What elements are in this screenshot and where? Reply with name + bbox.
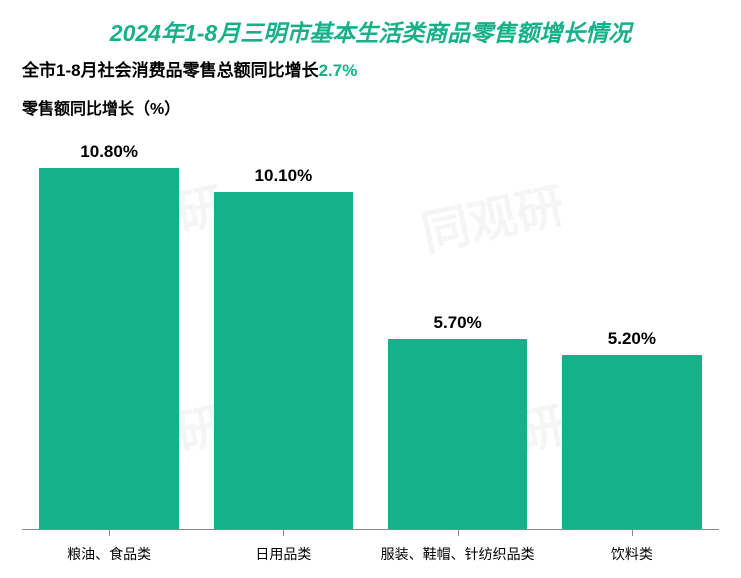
bar-rect (388, 339, 527, 529)
x-axis-category-label: 粮油、食品类 (67, 546, 151, 562)
bar-rect (39, 168, 178, 529)
x-axis-category: 粮油、食品类 (22, 530, 196, 578)
x-axis-category-label: 日用品类 (255, 546, 311, 562)
bar-slot: 5.20% (545, 128, 719, 529)
chart-title: 2024年1-8月三明市基本生活类商品零售额增长情况 (0, 0, 741, 54)
subtitle-value: 2.7% (319, 61, 358, 80)
x-axis-category-label: 饮料类 (611, 546, 653, 562)
y-axis-label: 零售额同比增长（%） (0, 81, 741, 119)
bar-slot: 10.80% (22, 128, 196, 529)
bar-value-label: 10.10% (255, 166, 313, 186)
x-axis: 粮油、食品类 日用品类 服装、鞋帽、针纺织品类 饮料类 (22, 530, 719, 578)
bars-container: 10.80% 10.10% 5.70% 5.20% (22, 128, 719, 529)
bar-value-label: 5.70% (434, 313, 482, 333)
bar-slot: 5.70% (371, 128, 545, 529)
subtitle-prefix: 全市1-8月社会消费品零售总额同比增长 (22, 61, 319, 80)
bar-value-label: 5.20% (608, 329, 656, 349)
ylabel-text: 零售额同比增长（%） (22, 101, 180, 118)
bar-slot: 10.10% (196, 128, 370, 529)
x-axis-category: 饮料类 (545, 530, 719, 578)
x-axis-category: 服装、鞋帽、针纺织品类 (371, 530, 545, 578)
x-axis-category-label: 服装、鞋帽、针纺织品类 (381, 546, 535, 562)
plot-area: 10.80% 10.10% 5.70% 5.20% (22, 128, 719, 530)
chart-subtitle: 全市1-8月社会消费品零售总额同比增长2.7% (0, 54, 741, 81)
bar-value-label: 10.80% (80, 142, 138, 162)
bar-rect (214, 192, 353, 530)
x-axis-category: 日用品类 (196, 530, 370, 578)
bar-rect (562, 355, 701, 529)
chart-title-text: 2024年1-8月三明市基本生活类商品零售额增长情况 (110, 20, 631, 46)
